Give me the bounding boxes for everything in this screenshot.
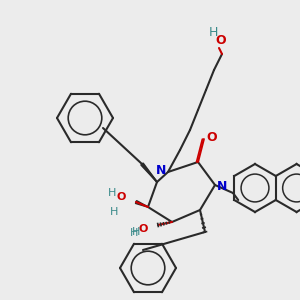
Polygon shape xyxy=(135,201,148,207)
Text: H: H xyxy=(110,207,118,217)
Text: H: H xyxy=(132,227,140,237)
Text: O: O xyxy=(207,130,217,144)
Text: O: O xyxy=(139,224,148,234)
Text: O: O xyxy=(117,192,126,202)
Polygon shape xyxy=(141,163,157,182)
Text: O: O xyxy=(216,34,226,46)
Text: H: H xyxy=(130,228,138,238)
Text: N: N xyxy=(217,179,227,193)
Text: H: H xyxy=(108,188,116,198)
Text: H: H xyxy=(208,26,218,38)
Text: N: N xyxy=(156,164,166,178)
